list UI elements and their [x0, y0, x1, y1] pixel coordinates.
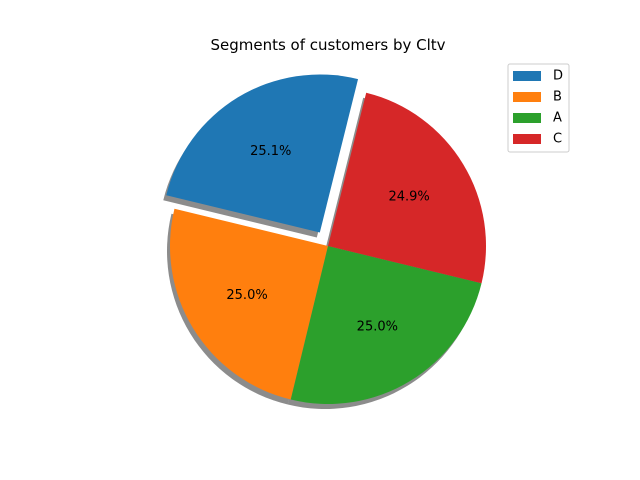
- wedge-B: [170, 208, 328, 400]
- legend-frame: [507, 63, 570, 153]
- pct-label-D: 25.1%: [250, 144, 291, 159]
- pct-label-A: 25.0%: [357, 319, 398, 334]
- wedge-D: [166, 74, 359, 233]
- legend-label-C: C: [553, 132, 562, 147]
- chart-title: Segments of customers by Cltv: [210, 36, 445, 54]
- legend-swatch-A: [513, 113, 541, 123]
- percentage-labels: 25.1% 25.0% 25.0% 24.9%: [226, 144, 429, 335]
- legend-label-D: D: [553, 69, 563, 84]
- legend-swatch-D: [513, 71, 541, 81]
- pct-label-C: 24.9%: [388, 189, 429, 204]
- wedge-A: [290, 246, 482, 404]
- pie-wedges: [166, 74, 486, 404]
- legend-label-A: A: [553, 111, 562, 126]
- pct-label-B: 25.0%: [226, 288, 267, 303]
- wedge-C: [328, 92, 486, 284]
- legend-swatch-B: [513, 92, 541, 102]
- legend-label-B: B: [553, 90, 562, 105]
- legend-swatch-C: [513, 134, 541, 144]
